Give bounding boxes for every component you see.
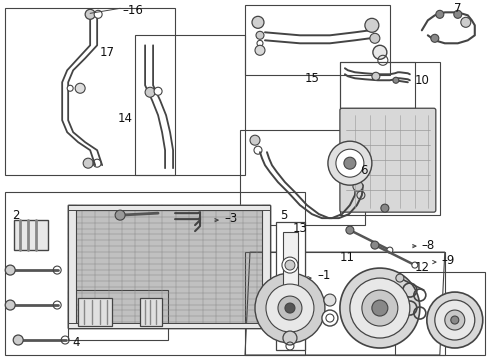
Text: 12: 12 <box>414 261 429 274</box>
Circle shape <box>339 268 419 348</box>
Circle shape <box>395 274 403 282</box>
Circle shape <box>349 278 409 338</box>
Circle shape <box>323 294 335 306</box>
Bar <box>275 222 305 350</box>
Text: 10: 10 <box>414 74 429 87</box>
Text: –16: –16 <box>122 4 142 17</box>
Circle shape <box>345 226 353 234</box>
Text: 2: 2 <box>12 209 20 222</box>
Bar <box>14 220 48 250</box>
Bar <box>5 192 305 355</box>
Bar <box>68 205 269 328</box>
Circle shape <box>265 284 313 332</box>
Text: 4: 4 <box>72 336 80 348</box>
Bar <box>244 5 389 75</box>
Text: 11: 11 <box>339 251 354 264</box>
Circle shape <box>411 262 417 268</box>
FancyBboxPatch shape <box>339 108 435 212</box>
Circle shape <box>145 87 155 97</box>
Circle shape <box>321 310 337 326</box>
Circle shape <box>343 157 355 169</box>
Bar <box>240 130 364 225</box>
Circle shape <box>435 10 443 18</box>
Text: 17: 17 <box>100 46 115 59</box>
Circle shape <box>115 210 125 220</box>
Circle shape <box>85 9 95 19</box>
Circle shape <box>75 83 85 93</box>
Circle shape <box>380 204 388 212</box>
Circle shape <box>67 85 73 91</box>
Circle shape <box>450 316 458 324</box>
Text: –9: –9 <box>441 253 454 267</box>
Bar <box>68 323 269 328</box>
Circle shape <box>392 77 398 83</box>
Circle shape <box>364 18 378 32</box>
Circle shape <box>5 300 15 310</box>
Circle shape <box>13 335 23 345</box>
Circle shape <box>251 16 264 28</box>
Bar <box>5 8 175 175</box>
Circle shape <box>327 141 371 185</box>
Bar <box>78 298 112 326</box>
Bar <box>135 35 244 175</box>
Circle shape <box>361 290 397 326</box>
Circle shape <box>369 33 379 43</box>
Circle shape <box>371 300 387 316</box>
Circle shape <box>282 257 297 273</box>
Text: 14: 14 <box>118 112 133 125</box>
Circle shape <box>254 273 324 343</box>
Circle shape <box>94 10 102 18</box>
Bar <box>68 290 168 340</box>
Circle shape <box>83 158 93 168</box>
Circle shape <box>335 149 363 177</box>
Bar <box>283 232 297 330</box>
Circle shape <box>370 241 378 249</box>
Bar <box>68 205 269 328</box>
Circle shape <box>254 45 264 55</box>
Bar <box>244 252 444 355</box>
Text: –8: –8 <box>421 239 434 252</box>
Text: 6: 6 <box>359 164 366 177</box>
Bar <box>339 62 414 108</box>
Text: 13: 13 <box>292 222 307 235</box>
Circle shape <box>352 181 362 191</box>
Circle shape <box>249 135 260 145</box>
Circle shape <box>5 265 15 275</box>
Text: 5: 5 <box>280 209 287 222</box>
Bar <box>140 298 162 326</box>
Circle shape <box>283 331 296 345</box>
Circle shape <box>453 10 461 18</box>
Circle shape <box>372 45 386 59</box>
Circle shape <box>460 17 470 27</box>
Circle shape <box>434 300 474 340</box>
Circle shape <box>426 292 482 348</box>
Circle shape <box>386 247 392 253</box>
Text: 7: 7 <box>453 2 460 15</box>
Bar <box>68 205 76 328</box>
Circle shape <box>285 260 294 270</box>
Bar <box>262 205 269 328</box>
Circle shape <box>255 31 264 39</box>
Circle shape <box>285 303 294 313</box>
Circle shape <box>444 310 464 330</box>
Bar <box>68 205 269 210</box>
Circle shape <box>430 34 438 42</box>
Circle shape <box>277 296 301 320</box>
Circle shape <box>154 87 162 95</box>
Bar <box>394 272 484 355</box>
Circle shape <box>371 72 379 80</box>
Text: 15: 15 <box>305 72 319 85</box>
Text: –1: –1 <box>316 269 329 282</box>
Bar <box>339 62 439 215</box>
Text: –3: –3 <box>224 212 237 225</box>
